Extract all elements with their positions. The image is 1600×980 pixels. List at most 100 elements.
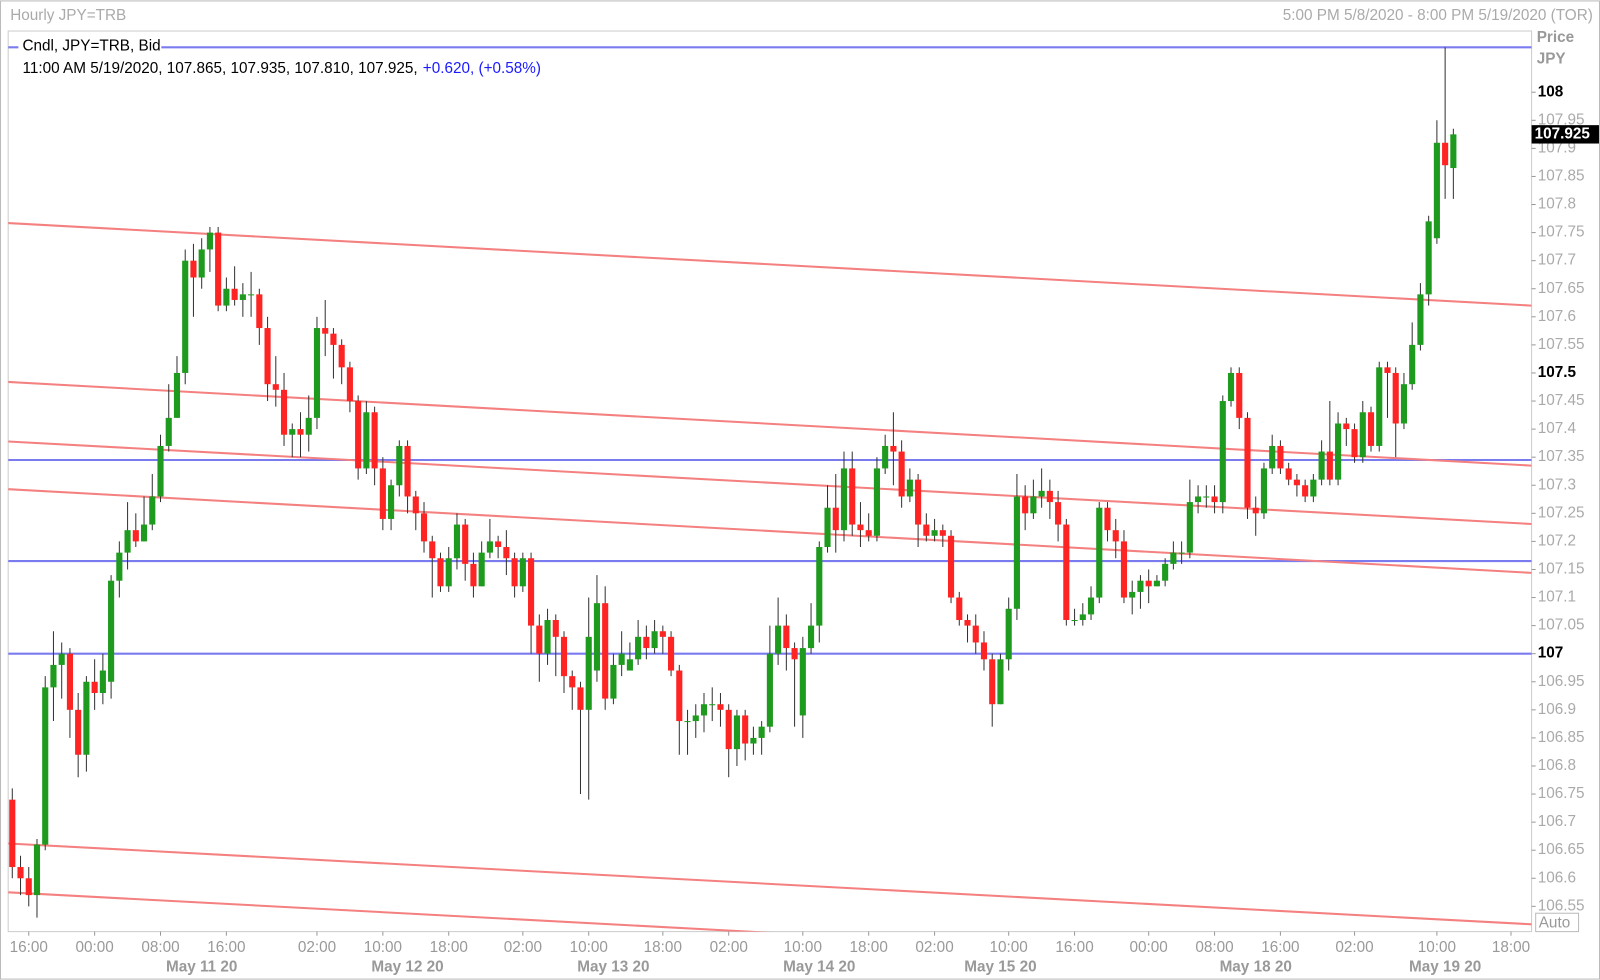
candle-body <box>882 445 889 469</box>
candle-body <box>25 878 32 896</box>
candle-body <box>775 625 782 654</box>
scale-mode-box[interactable] <box>1535 912 1580 933</box>
candle-body <box>437 558 444 587</box>
candle-body <box>1153 580 1160 587</box>
legend-bg <box>18 37 162 56</box>
y-tick-label: 106.55 <box>1538 897 1585 914</box>
candle-body <box>964 620 971 626</box>
candle-body <box>1055 502 1062 525</box>
candle-body <box>1046 490 1053 503</box>
candle-body <box>956 597 963 621</box>
x-tick-label: 18:00 <box>430 939 468 956</box>
candle-body <box>157 445 164 497</box>
y-tick-label: 107.3 <box>1538 476 1576 493</box>
x-tick-label: 10:00 <box>364 939 402 956</box>
candle-body <box>898 451 905 497</box>
candle-body <box>1038 490 1045 497</box>
candle-body <box>1030 496 1037 514</box>
candle-body <box>206 232 213 250</box>
x-tick-label: 16:00 <box>10 939 48 956</box>
candle-body <box>684 721 691 723</box>
candle-body <box>1400 384 1408 424</box>
candle-body <box>791 648 798 660</box>
candle-body <box>272 384 279 390</box>
candle-body <box>338 344 345 368</box>
candle-body <box>445 558 452 587</box>
candle-body <box>470 563 477 587</box>
candle-body <box>58 653 65 665</box>
candle-body <box>1310 479 1317 497</box>
candle-body <box>198 249 205 278</box>
candle-body <box>248 294 255 296</box>
candle-body <box>709 704 716 706</box>
x-tick-label: 00:00 <box>75 939 113 956</box>
y-tick-label: 106.65 <box>1538 841 1585 858</box>
candle-body <box>1129 591 1136 598</box>
candle-body <box>1293 479 1300 486</box>
candle-body <box>626 659 633 671</box>
candle-body <box>91 681 98 693</box>
chart-title: Hourly JPY=TRB <box>10 7 126 24</box>
candle-body <box>1211 496 1218 503</box>
candle-body <box>83 681 90 755</box>
candle-body <box>824 507 831 548</box>
x-tick-label: 10:00 <box>784 939 822 956</box>
candle-body <box>1170 552 1177 564</box>
candle-body <box>511 558 518 587</box>
y-tick-label: 107.55 <box>1538 336 1585 353</box>
candle-body <box>1335 423 1342 480</box>
candle-body <box>305 417 312 435</box>
candle-body <box>165 417 172 446</box>
candle-body <box>1178 552 1185 554</box>
candle-body <box>931 530 938 536</box>
x-tick-label: 08:00 <box>141 939 179 956</box>
last-price: 107.925 <box>1535 125 1591 142</box>
candle-body <box>750 737 757 744</box>
candle-body <box>1318 451 1325 480</box>
y-tick-label: 106.85 <box>1538 729 1585 746</box>
candle-body <box>1063 524 1070 621</box>
candle-body <box>462 524 469 564</box>
y-tick-label: 107.5 <box>1538 364 1577 381</box>
candle-body <box>149 496 156 525</box>
candle-body <box>140 524 148 542</box>
scale-mode[interactable]: Auto <box>1539 914 1570 931</box>
candle-body <box>182 260 189 373</box>
plot-area <box>7 30 1533 933</box>
x-tick-label: 10:00 <box>990 939 1028 956</box>
y-tick-label: 107.4 <box>1538 420 1577 437</box>
candle-body <box>75 709 82 755</box>
candle-body <box>313 328 321 418</box>
date-label: May 18 20 <box>1220 958 1292 975</box>
candle-body <box>355 401 362 469</box>
candle-body <box>1351 429 1358 458</box>
candle-body <box>997 659 1004 705</box>
candle-body <box>231 288 238 300</box>
y-tick-label: 107.7 <box>1538 252 1576 269</box>
info-line: 11:00 AM 5/19/2020, 107.865, 107.935, 10… <box>22 60 417 77</box>
y-tick-label: 107.8 <box>1538 196 1576 213</box>
y-tick-label: 107.35 <box>1538 448 1585 465</box>
candle-body <box>1425 221 1432 295</box>
candle-body <box>453 524 461 559</box>
candle-body <box>412 496 419 514</box>
candle-body <box>379 468 386 519</box>
y-tick-label: 107.95 <box>1538 111 1585 128</box>
candle-body <box>1079 614 1086 621</box>
candle-body <box>297 429 304 435</box>
x-tick-label: 02:00 <box>1335 939 1373 956</box>
y-tick-label: 107.85 <box>1538 167 1585 184</box>
candle-body <box>1384 367 1391 373</box>
candle-body <box>1285 468 1292 480</box>
y-tick-label: 106.7 <box>1538 813 1576 830</box>
candle-body <box>676 670 683 722</box>
y-tick-label: 108 <box>1538 83 1564 100</box>
candle-body <box>17 867 24 879</box>
x-tick-label: 16:00 <box>207 939 245 956</box>
candle-body <box>1120 541 1128 598</box>
candle-body <box>890 445 897 452</box>
date-label: May 11 20 <box>166 958 237 975</box>
candle-body <box>651 631 658 649</box>
candle-body <box>239 294 246 300</box>
candle-body <box>1260 468 1268 514</box>
